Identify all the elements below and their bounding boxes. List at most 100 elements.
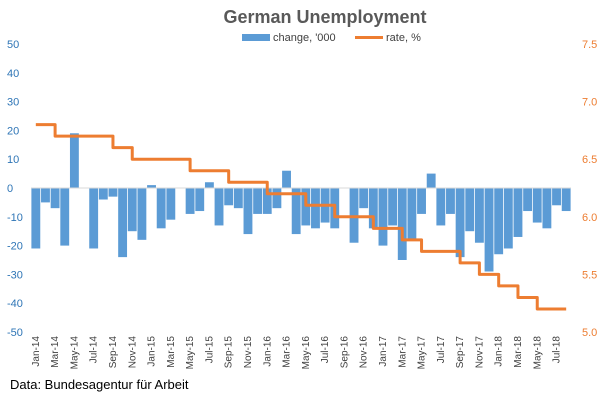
bar-Nov-16 bbox=[359, 188, 369, 209]
bar-May-18 bbox=[532, 188, 542, 223]
x-tick-label: Jul-15 bbox=[204, 336, 215, 364]
legend-line-label: rate, % bbox=[386, 32, 421, 44]
bar-Feb-15 bbox=[156, 188, 166, 229]
x-tick-label: May-14 bbox=[69, 336, 80, 370]
right-axis-tick-label: 7.0 bbox=[582, 97, 597, 109]
bar-Aug-15 bbox=[214, 188, 224, 226]
bar-Jan-16 bbox=[262, 188, 272, 214]
left-axis-tick-label: -10 bbox=[7, 212, 23, 224]
bar-Jan-14 bbox=[31, 188, 41, 249]
legend-bar-label: change, '000 bbox=[273, 32, 336, 44]
x-tick-label: May-18 bbox=[532, 336, 543, 370]
source-note: Data: Bundesagentur für Arbeit bbox=[10, 377, 189, 392]
x-tick-label: May-16 bbox=[301, 336, 312, 370]
bar-Jul-18 bbox=[552, 188, 561, 206]
x-tick-label: Mar-18 bbox=[513, 336, 524, 368]
x-tick-label: Jan-14 bbox=[31, 336, 42, 367]
bar-May-15 bbox=[185, 188, 195, 214]
x-tick-label: Sep-17 bbox=[455, 336, 466, 369]
bar-Oct-15 bbox=[233, 188, 243, 209]
left-axis-tick-label: 40 bbox=[7, 68, 19, 80]
right-axis-tick-label: 5.0 bbox=[582, 327, 597, 339]
bar-Oct-17 bbox=[465, 188, 475, 232]
bar-Mar-18 bbox=[513, 188, 523, 237]
x-tick-label: Mar-15 bbox=[166, 336, 177, 368]
x-tick-label: Jan-16 bbox=[262, 336, 273, 367]
left-axis: -50 -40 -30 -20 -10 0 10 20 30 40 50 bbox=[7, 39, 23, 339]
x-tick-label: Sep-16 bbox=[339, 336, 350, 369]
bar-Dec-14 bbox=[137, 188, 147, 240]
bar-Jun-16 bbox=[311, 188, 320, 229]
x-tick-label: Mar-14 bbox=[50, 336, 61, 368]
left-axis-tick-label: -20 bbox=[7, 241, 23, 253]
bar-May-17 bbox=[417, 188, 426, 214]
bar-Jul-17 bbox=[436, 188, 446, 226]
x-tick-label: Jan-17 bbox=[378, 336, 389, 367]
bar-Jan-17 bbox=[378, 188, 388, 246]
bar-Sep-17 bbox=[455, 188, 465, 258]
bar-Aug-18 bbox=[561, 188, 571, 212]
bar-Oct-14 bbox=[118, 188, 128, 258]
bar-Apr-16 bbox=[291, 188, 301, 235]
line-series bbox=[35, 123, 567, 311]
x-tick-label: Jan-15 bbox=[147, 336, 158, 367]
x-tick-label: Jan-18 bbox=[494, 336, 505, 367]
bar-Feb-18 bbox=[503, 188, 513, 249]
legend: change, '000 rate, % bbox=[242, 32, 421, 44]
bar-Apr-14 bbox=[60, 188, 70, 246]
rate-line bbox=[35, 123, 567, 311]
left-axis-tick-label: 30 bbox=[7, 97, 19, 109]
x-tick-label: Jul-14 bbox=[89, 336, 100, 364]
left-axis-tick-label: 50 bbox=[7, 39, 19, 51]
bar-Sep-15 bbox=[224, 188, 234, 206]
bar-Jul-15 bbox=[204, 182, 214, 188]
left-axis-tick-label: -30 bbox=[7, 269, 23, 281]
bar-Mar-14 bbox=[50, 188, 60, 209]
bar-Apr-17 bbox=[407, 188, 417, 240]
chart-title: German Unemployment bbox=[223, 7, 426, 27]
left-axis-tick-label: 20 bbox=[7, 125, 19, 137]
x-tick-label: Sep-14 bbox=[108, 336, 119, 369]
bar-Mar-15 bbox=[166, 188, 176, 220]
right-axis-tick-label: 6.5 bbox=[582, 154, 597, 166]
bar-Aug-17 bbox=[446, 188, 455, 214]
legend-bar-swatch bbox=[242, 34, 270, 41]
left-axis-tick-label: -50 bbox=[7, 327, 23, 339]
bar-Apr-18 bbox=[523, 188, 533, 212]
right-axis-tick-label: 5.5 bbox=[582, 269, 597, 281]
x-axis: Jan-14 Mar-14 May-14 Jul-14 Sep-14 Nov-14 Jan-… bbox=[31, 336, 563, 370]
x-tick-label: Nov-14 bbox=[127, 336, 138, 369]
bar-Jun-15 bbox=[195, 188, 205, 212]
bar-Feb-17 bbox=[388, 188, 398, 226]
bar-Sep-14 bbox=[108, 188, 118, 197]
bar-May-14 bbox=[69, 133, 79, 188]
bar-Mar-17 bbox=[397, 188, 407, 260]
bar-Mar-16 bbox=[282, 170, 291, 188]
left-axis-tick-label: 0 bbox=[7, 183, 13, 195]
bar-Jun-18 bbox=[542, 188, 552, 229]
x-tick-label: Sep-15 bbox=[224, 336, 235, 369]
left-axis-tick-label: -40 bbox=[7, 298, 23, 310]
bar-Nov-14 bbox=[127, 188, 137, 232]
bar-Nov-15 bbox=[243, 188, 253, 235]
bar-series bbox=[31, 133, 571, 272]
x-tick-label: Nov-15 bbox=[243, 336, 254, 369]
bar-Jul-14 bbox=[89, 188, 99, 249]
left-axis-tick-label: 10 bbox=[7, 154, 19, 166]
bar-Feb-16 bbox=[272, 188, 282, 209]
bar-Dec-17 bbox=[484, 188, 494, 272]
bar-Jan-18 bbox=[494, 188, 504, 255]
bar-Feb-14 bbox=[41, 188, 50, 203]
bar-Nov-17 bbox=[474, 188, 484, 243]
x-tick-label: Jul-18 bbox=[552, 336, 563, 364]
x-tick-label: Jul-17 bbox=[436, 336, 447, 364]
x-tick-label: May-15 bbox=[185, 336, 196, 370]
x-tick-label: Nov-16 bbox=[359, 336, 370, 369]
bar-Dec-15 bbox=[253, 188, 263, 214]
right-axis: 5.0 5.5 6.0 6.5 7.0 7.5 bbox=[582, 39, 597, 339]
right-axis-tick-label: 6.0 bbox=[582, 212, 597, 224]
x-tick-label: Mar-16 bbox=[282, 336, 293, 368]
x-tick-label: Nov-17 bbox=[474, 336, 485, 369]
x-tick-label: May-17 bbox=[417, 336, 428, 370]
